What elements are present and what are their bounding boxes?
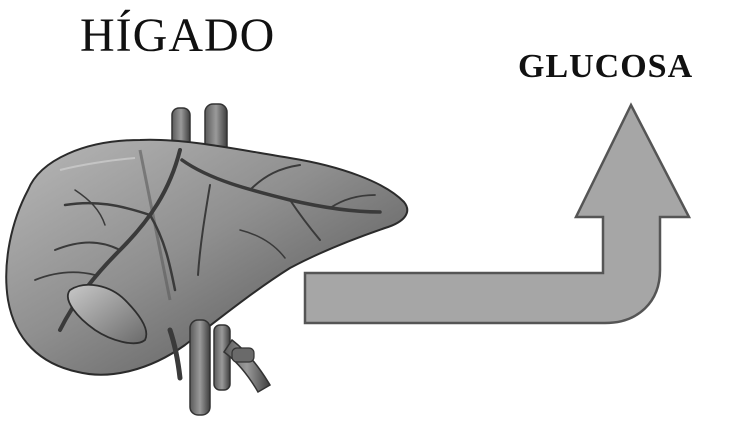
liver-label: HÍGADO [80,9,276,62]
lobe-highlight [59,157,136,171]
liver-icon [5,103,409,416]
duct-bottom [167,327,183,381]
vessel-bottom-left [189,319,211,416]
liver-vessel-network [34,148,382,332]
upward-bent-arrow-icon [303,102,692,325]
gallbladder [67,283,148,345]
glucose-label: GLUCOSA [518,48,694,85]
vessel-stub [231,347,255,363]
vessel-bottom-mid [213,324,231,391]
